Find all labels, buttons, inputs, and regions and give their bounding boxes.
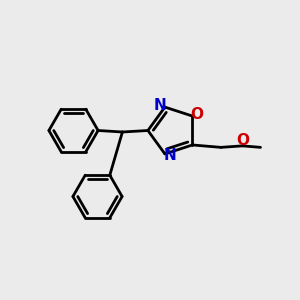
Text: N: N (164, 148, 177, 163)
Text: O: O (191, 107, 204, 122)
Text: N: N (154, 98, 166, 113)
Text: O: O (236, 133, 249, 148)
